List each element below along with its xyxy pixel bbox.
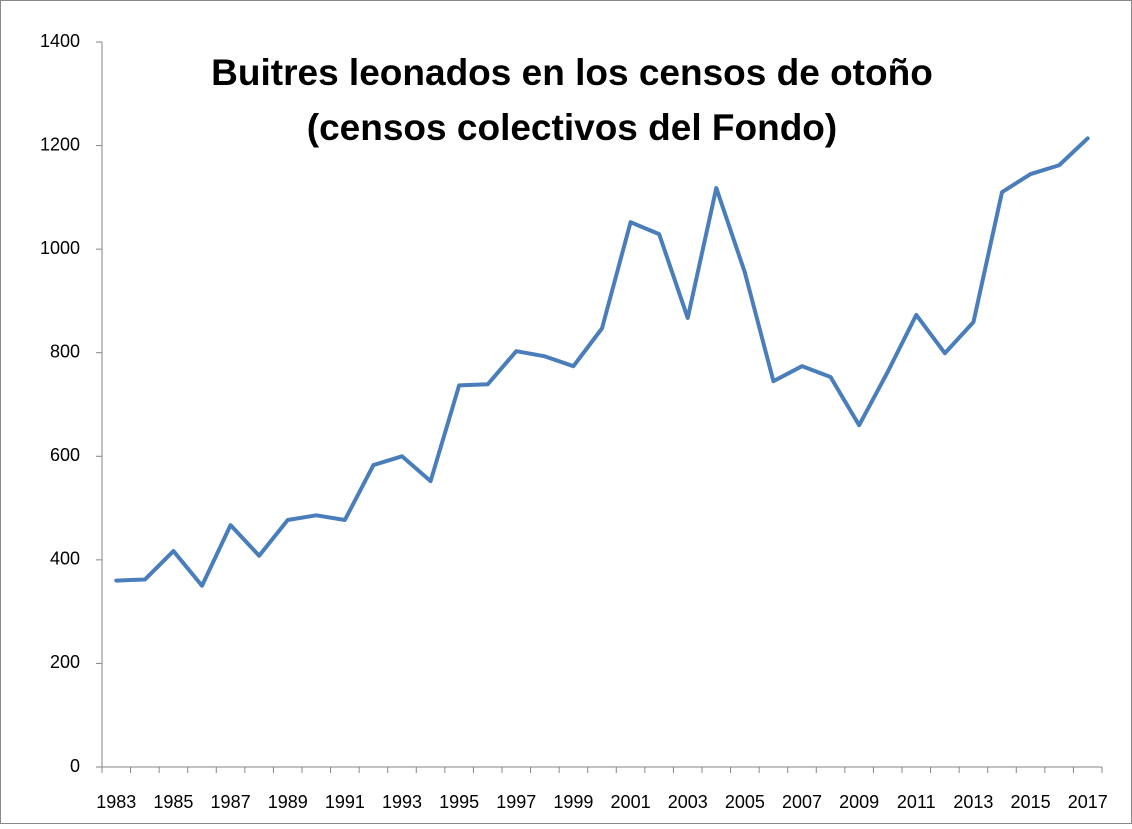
y-tick-label: 0 bbox=[70, 756, 80, 776]
x-tick-label: 2017 bbox=[1068, 792, 1108, 812]
x-tick-label: 2011 bbox=[897, 792, 936, 812]
data-line bbox=[114, 136, 1090, 588]
y-tick-label: 1000 bbox=[40, 238, 80, 258]
x-tick-label: 2009 bbox=[839, 792, 879, 812]
y-tick-label: 200 bbox=[50, 652, 80, 672]
y-tick-label: 400 bbox=[50, 549, 80, 569]
x-tick-label: 2003 bbox=[668, 792, 708, 812]
y-tick-label: 800 bbox=[50, 341, 80, 361]
x-tick-label: 2001 bbox=[611, 792, 651, 812]
x-tick-label: 1995 bbox=[439, 792, 479, 812]
x-tick-label: 1991 bbox=[325, 792, 365, 812]
x-tick-label: 1985 bbox=[153, 792, 193, 812]
x-tick-label: 2005 bbox=[725, 792, 765, 812]
x-tick-label: 2007 bbox=[782, 792, 822, 812]
x-tick-label: 1997 bbox=[496, 792, 536, 812]
chart-title: (censos colectivos del Fondo) bbox=[307, 107, 837, 148]
chart-title: Buitres leonados en los censos de otoño bbox=[211, 52, 933, 93]
y-tick-label: 1200 bbox=[40, 134, 80, 154]
x-tick-label: 1989 bbox=[268, 792, 308, 812]
x-tick-label: 1993 bbox=[382, 792, 422, 812]
y-tick-label: 1400 bbox=[40, 31, 80, 51]
x-tick-label: 1999 bbox=[553, 792, 593, 812]
y-tick-label: 600 bbox=[50, 445, 80, 465]
x-tick-label: 2015 bbox=[1011, 792, 1051, 812]
x-tick-label: 1987 bbox=[211, 792, 251, 812]
x-tick-label: 1983 bbox=[96, 792, 136, 812]
x-tick-label: 2013 bbox=[953, 792, 993, 812]
